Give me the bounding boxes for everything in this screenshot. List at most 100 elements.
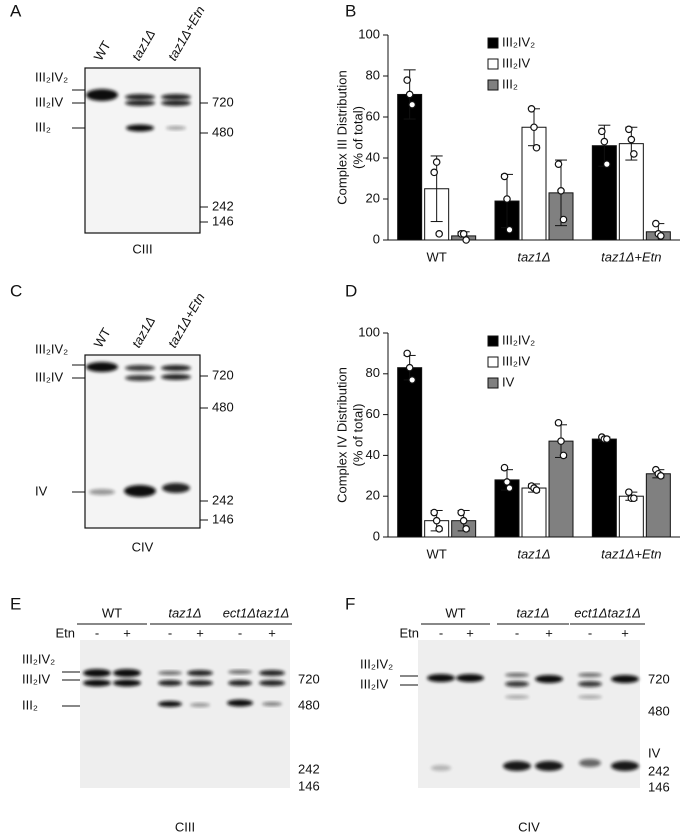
- y-axis-label: (% of total): [350, 404, 365, 467]
- treatment-sign: -: [588, 625, 592, 640]
- data-point: [432, 516, 441, 525]
- band: [158, 701, 182, 707]
- complex-label: III₂: [35, 119, 51, 134]
- data-point: [532, 486, 541, 494]
- legend-swatch: [487, 79, 499, 91]
- data-point: [603, 435, 611, 443]
- data-point: [405, 90, 414, 99]
- data-point: [559, 215, 568, 224]
- data-point: [457, 508, 465, 517]
- marker-label: 242: [648, 763, 670, 778]
- data-point: [503, 195, 511, 203]
- y-tick-label: 60: [366, 108, 380, 123]
- band: [505, 695, 529, 699]
- band: [125, 100, 155, 106]
- marker-label: 480: [212, 399, 234, 414]
- y-axis-label: Complex III Distribution: [334, 70, 349, 204]
- blot-caption: CIII: [132, 241, 152, 256]
- blot-caption: CIII: [175, 819, 195, 834]
- x-tick-label: taz1Δ: [517, 249, 550, 264]
- legend-swatch: [487, 58, 499, 70]
- panel-letter: D: [345, 281, 357, 300]
- panel-letter: F: [345, 594, 355, 613]
- x-tick-label: WT: [427, 249, 447, 264]
- x-tick-label: WT: [427, 546, 447, 561]
- group-label: taz1Δ: [168, 605, 201, 620]
- treatment-label: Etn: [399, 625, 419, 640]
- lane-label: taz1Δ: [129, 27, 159, 63]
- band: [578, 681, 602, 687]
- treatment-sign: +: [196, 625, 204, 640]
- data-point: [625, 488, 633, 496]
- band: [161, 374, 191, 380]
- legend-label: III₂: [502, 76, 518, 91]
- marker-label: IV: [648, 745, 661, 760]
- band: [113, 679, 141, 687]
- data-point: [652, 219, 660, 228]
- band: [83, 679, 111, 687]
- band: [227, 699, 253, 707]
- marker-label: 146: [648, 779, 670, 794]
- data-point: [625, 125, 633, 134]
- treatment-sign: -: [515, 625, 519, 640]
- lane-label: taz1Δ: [129, 314, 159, 350]
- band: [162, 483, 190, 493]
- group-label: WT: [102, 605, 122, 620]
- y-tick-label: 0: [373, 231, 380, 246]
- marker-label: 242: [298, 761, 320, 776]
- data-point: [600, 137, 609, 146]
- legend-swatch: [487, 335, 499, 347]
- treatment-sign: +: [545, 625, 553, 640]
- band: [535, 675, 563, 683]
- band: [259, 670, 285, 676]
- group-label: WT: [445, 605, 465, 620]
- data-point: [554, 160, 563, 168]
- y-tick-label: 0: [373, 528, 380, 543]
- data-point: [405, 363, 414, 372]
- complex-label: IV: [35, 483, 48, 498]
- band: [125, 365, 155, 371]
- complex-label: III₂IV: [360, 676, 388, 691]
- complex-label: III₂: [22, 697, 38, 712]
- treatment-sign: -: [238, 625, 242, 640]
- band: [431, 765, 451, 771]
- data-point: [603, 160, 611, 168]
- marker-label: 146: [298, 778, 320, 793]
- x-tick-label: taz1Δ+Etn: [601, 546, 661, 561]
- data-point: [408, 100, 416, 109]
- data-point: [462, 525, 470, 533]
- band: [124, 485, 156, 497]
- legend-label: III₂IV: [502, 353, 530, 368]
- x-tick-label: taz1Δ+Etn: [601, 249, 661, 264]
- legend-swatch: [487, 356, 499, 368]
- marker-label: 720: [212, 94, 234, 109]
- band: [161, 100, 191, 106]
- lane-label: taz1Δ+Etn: [165, 290, 208, 350]
- data-point: [432, 158, 441, 166]
- treatment-label: Etn: [55, 625, 75, 640]
- legend-swatch: [487, 37, 499, 49]
- y-axis-label: Complex IV Distribution: [334, 367, 349, 503]
- data-point: [435, 525, 443, 533]
- panel-letter: C: [10, 281, 22, 300]
- complex-label: III₂IV₂: [35, 69, 68, 84]
- bar: [521, 487, 547, 538]
- data-point: [630, 150, 638, 158]
- data-point: [505, 225, 514, 234]
- complex-label: III₂IV₂: [22, 651, 55, 666]
- y-tick-label: 40: [366, 149, 380, 164]
- complex-label: III₂IV₂: [35, 341, 68, 356]
- marker-label: 242: [212, 198, 234, 213]
- y-tick-label: 80: [366, 365, 380, 380]
- data-point: [403, 76, 411, 84]
- data-point: [430, 508, 438, 517]
- data-point: [408, 376, 416, 384]
- complex-label: III₂IV₂: [360, 656, 393, 671]
- band: [611, 675, 639, 683]
- legend-swatch: [487, 377, 499, 389]
- data-point: [435, 230, 443, 238]
- data-point: [500, 172, 509, 181]
- data-point: [430, 168, 438, 177]
- data-point: [657, 471, 665, 480]
